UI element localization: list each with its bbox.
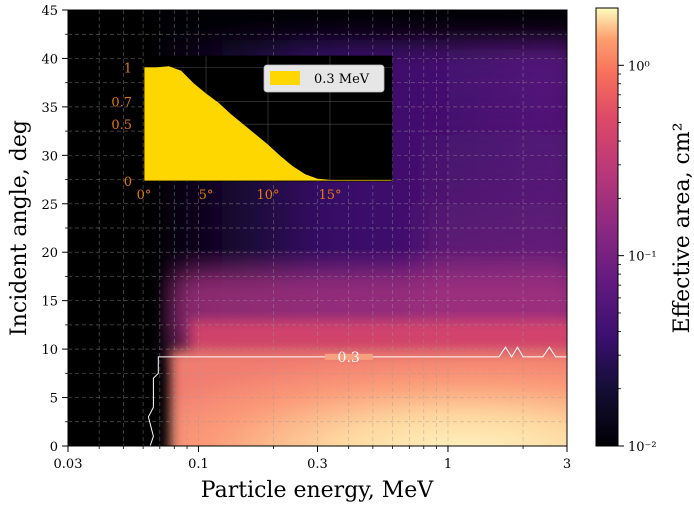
colorbar-scale: [595, 7, 619, 447]
inset-y-tick-label: 0.7: [111, 95, 132, 110]
heatmap-hot-core: [170, 350, 567, 446]
inset-y-tick-label: 0.5: [111, 118, 132, 133]
y-tick-label: 45: [41, 4, 58, 19]
inset-x-ticks: 0° 5° 10° 15°: [137, 188, 342, 203]
y-tick-label: 10: [41, 343, 58, 358]
colorbar: 10⁰ 10⁻¹ 10⁻² Effective area, cm²: [595, 7, 694, 455]
x-tick-label: 1: [444, 457, 452, 472]
inset-frame: [143, 55, 393, 182]
y-tick-label: 40: [41, 52, 58, 67]
x-axis-ticks: 0.03 0.1 0.3 1 3: [54, 446, 571, 472]
inset-y-tick-label: 0: [124, 175, 132, 190]
inset-chart: 0° 5° 10° 15° 0 0.5 0.7 1 0.3 MeV: [111, 55, 393, 203]
y-tick-label: 30: [41, 149, 58, 164]
x-axis-label: Particle energy, MeV: [201, 478, 435, 503]
contour-0.3: 0.3: [147, 346, 567, 447]
colorbar-label: Effective area, cm²: [670, 122, 694, 333]
x-tick-label: 0.3: [307, 457, 328, 472]
inset-y-ticks: 0 0.5 0.7 1: [111, 61, 132, 190]
colorbar-tick-label: 10⁰: [628, 59, 650, 74]
contour-line: [147, 346, 567, 447]
contour-label-gap: [324, 353, 373, 360]
inset-legend-label: 0.3 MeV: [314, 72, 370, 87]
y-axis-label: Incident angle, deg: [7, 120, 32, 336]
inset-x-tick-label: 5°: [199, 188, 214, 203]
y-axis-ticks: 0 5 10 15 20 25 30 35 40 45: [41, 4, 68, 455]
colorbar-ticks: 10⁰ 10⁻¹ 10⁻²: [618, 59, 657, 455]
inset-legend: 0.3 MeV: [263, 64, 385, 93]
inset-x-tick-label: 10°: [256, 188, 279, 203]
inset-legend-swatch: [270, 71, 300, 85]
contour-label: 0.3: [338, 350, 360, 366]
y-tick-label: 20: [41, 246, 58, 261]
inset-x-tick-label: 15°: [318, 188, 341, 203]
inset-x-tick-label: 0°: [137, 188, 152, 203]
colorbar-tick-label: 10⁻²: [628, 440, 657, 455]
y-tick-label: 25: [41, 198, 58, 213]
y-tick-label: 35: [41, 101, 58, 116]
x-tick-label: 3: [563, 457, 571, 472]
x-tick-label: 0.03: [54, 457, 83, 472]
x-tick-label: 0.1: [188, 457, 209, 472]
y-tick-label: 0: [50, 440, 58, 455]
colorbar-tick-label: 10⁻¹: [628, 250, 657, 265]
inset-area: [144, 66, 392, 181]
inset-y-tick-label: 1: [124, 61, 132, 76]
y-tick-label: 5: [50, 392, 58, 407]
y-tick-label: 15: [41, 295, 58, 310]
